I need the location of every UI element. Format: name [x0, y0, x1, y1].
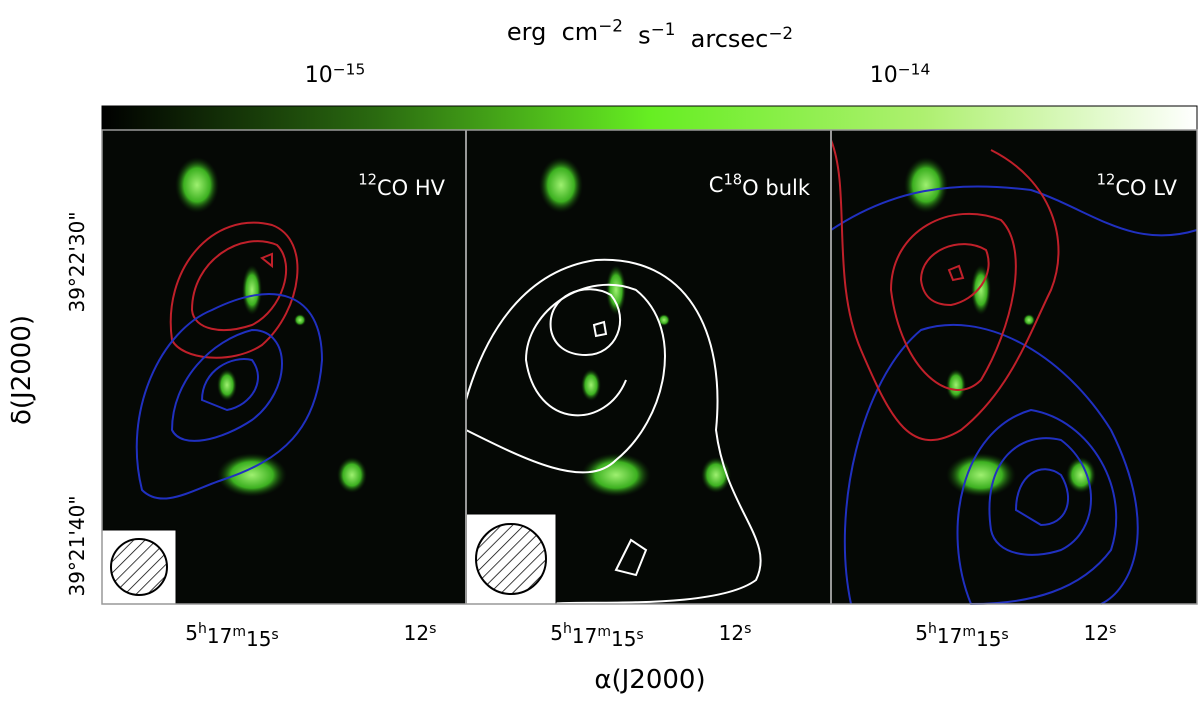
- text-part: 17: [937, 624, 962, 648]
- x-tick-label: 5h17m15s: [550, 621, 643, 651]
- text-part: 15: [246, 627, 271, 651]
- y-tick-label: 39°21'40": [65, 495, 89, 596]
- superscript: −2: [768, 23, 793, 43]
- x-tick-label: 12s: [719, 621, 752, 645]
- panel-1: [101, 130, 465, 605]
- text-part: CO HV: [377, 176, 446, 200]
- x-tick-label: 12s: [1084, 621, 1117, 645]
- y-tick-label: 39°22'30": [65, 211, 89, 312]
- text-part: erg cm: [507, 18, 598, 46]
- superscript: 12: [1097, 172, 1116, 189]
- superscript: s: [1001, 627, 1008, 643]
- superscript: h: [198, 621, 207, 637]
- text-part: 17: [207, 624, 232, 648]
- panel-2: [465, 130, 830, 605]
- text-part: 10: [305, 63, 333, 88]
- panel-label: C18O bulk: [709, 172, 811, 201]
- superscript: m: [232, 624, 246, 640]
- x-tick-label: 12s: [404, 621, 437, 645]
- superscript: 12: [358, 172, 377, 189]
- superscript: −14: [898, 60, 930, 78]
- panel-label: 12CO LV: [1097, 172, 1178, 201]
- text-part: 5: [915, 621, 928, 645]
- superscript: −1: [651, 19, 676, 39]
- superscript: m: [962, 624, 976, 640]
- text-part: 5: [185, 621, 198, 645]
- text-part: 12: [1084, 621, 1109, 645]
- colorbar-label: erg cm−2 s−1 arcsec−2: [507, 16, 793, 54]
- text-part: 10: [870, 63, 898, 88]
- superscript: s: [636, 627, 643, 643]
- colorbar-tick: 10−15: [305, 60, 365, 88]
- superscript: −15: [333, 60, 365, 78]
- superscript: h: [563, 621, 572, 637]
- text-part: 5: [550, 621, 563, 645]
- superscript: s: [1109, 621, 1116, 637]
- superscript: −2: [598, 16, 623, 36]
- text-part: 15: [976, 627, 1001, 651]
- superscript: s: [429, 621, 436, 637]
- superscript: m: [597, 624, 611, 640]
- text-part: 17: [572, 624, 597, 648]
- text-part: C: [709, 173, 724, 197]
- x-tick-label: 5h17m15s: [915, 621, 1008, 651]
- panel-label: 12CO HV: [358, 172, 445, 201]
- superscript: 18: [723, 172, 742, 189]
- text-part: 15: [611, 627, 636, 651]
- text-part: s: [623, 22, 651, 50]
- panel-3: [830, 130, 1198, 606]
- colorbar-tick: 10−14: [870, 60, 930, 88]
- colorbar: [101, 105, 1198, 131]
- text-part: 12: [719, 621, 744, 645]
- text-part: CO LV: [1115, 176, 1177, 200]
- superscript: s: [744, 621, 751, 637]
- superscript: h: [928, 621, 937, 637]
- y-axis-title: δ(J2000): [7, 315, 37, 425]
- x-axis-title: α(J2000): [594, 665, 705, 695]
- text-part: 12: [404, 621, 429, 645]
- text-part: O bulk: [742, 176, 811, 200]
- superscript: s: [271, 627, 278, 643]
- x-tick-label: 5h17m15s: [185, 621, 278, 651]
- text-part: arcsec: [675, 25, 768, 53]
